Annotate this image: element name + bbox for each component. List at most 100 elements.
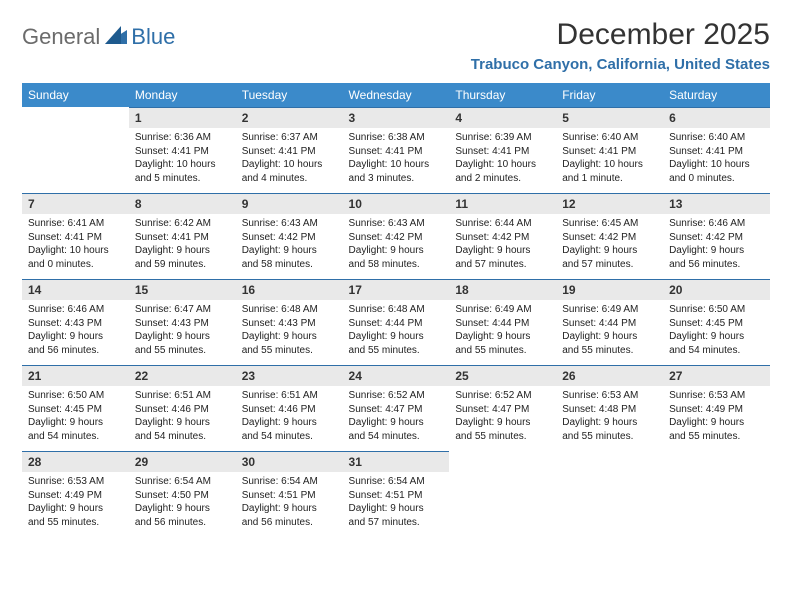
calendar-cell: 31Sunrise: 6:54 AMSunset: 4:51 PMDayligh… (343, 451, 450, 537)
day-body: Sunrise: 6:36 AMSunset: 4:41 PMDaylight:… (129, 128, 236, 189)
day-number: 12 (556, 193, 663, 214)
day-number: 29 (129, 451, 236, 472)
day-daylight2: and 54 minutes. (669, 344, 764, 358)
calendar-week-row: 14Sunrise: 6:46 AMSunset: 4:43 PMDayligh… (22, 279, 770, 365)
day-sunrise: Sunrise: 6:49 AM (455, 303, 550, 317)
day-sunset: Sunset: 4:49 PM (28, 489, 123, 503)
header: General Blue December 2025 Trabuco Canyo… (22, 18, 770, 73)
day-sunset: Sunset: 4:41 PM (562, 145, 657, 159)
day-sunrise: Sunrise: 6:54 AM (349, 475, 444, 489)
day-body: Sunrise: 6:40 AMSunset: 4:41 PMDaylight:… (556, 128, 663, 189)
day-daylight2: and 55 minutes. (562, 344, 657, 358)
day-body: Sunrise: 6:45 AMSunset: 4:42 PMDaylight:… (556, 214, 663, 275)
day-daylight2: and 55 minutes. (669, 430, 764, 444)
calendar-cell: 28Sunrise: 6:53 AMSunset: 4:49 PMDayligh… (22, 451, 129, 537)
day-daylight2: and 55 minutes. (242, 344, 337, 358)
day-body: Sunrise: 6:47 AMSunset: 4:43 PMDaylight:… (129, 300, 236, 361)
calendar-body: 1Sunrise: 6:36 AMSunset: 4:41 PMDaylight… (22, 107, 770, 537)
day-sunset: Sunset: 4:45 PM (28, 403, 123, 417)
day-sunrise: Sunrise: 6:51 AM (135, 389, 230, 403)
day-daylight2: and 55 minutes. (28, 516, 123, 530)
day-sunset: Sunset: 4:43 PM (242, 317, 337, 331)
day-body: Sunrise: 6:44 AMSunset: 4:42 PMDaylight:… (449, 214, 556, 275)
day-daylight2: and 54 minutes. (242, 430, 337, 444)
calendar-cell: 6Sunrise: 6:40 AMSunset: 4:41 PMDaylight… (663, 107, 770, 193)
calendar-table: Sunday Monday Tuesday Wednesday Thursday… (22, 83, 770, 537)
day-header: Thursday (449, 83, 556, 107)
calendar-cell: 16Sunrise: 6:48 AMSunset: 4:43 PMDayligh… (236, 279, 343, 365)
day-sunrise: Sunrise: 6:54 AM (242, 475, 337, 489)
day-daylight2: and 57 minutes. (349, 516, 444, 530)
day-daylight1: Daylight: 10 hours (455, 158, 550, 172)
day-daylight1: Daylight: 9 hours (135, 502, 230, 516)
day-daylight1: Daylight: 10 hours (349, 158, 444, 172)
day-number: 16 (236, 279, 343, 300)
calendar-cell: 11Sunrise: 6:44 AMSunset: 4:42 PMDayligh… (449, 193, 556, 279)
day-sunrise: Sunrise: 6:49 AM (562, 303, 657, 317)
calendar-cell: 7Sunrise: 6:41 AMSunset: 4:41 PMDaylight… (22, 193, 129, 279)
day-number: 19 (556, 279, 663, 300)
day-daylight2: and 57 minutes. (455, 258, 550, 272)
day-daylight1: Daylight: 9 hours (349, 330, 444, 344)
day-header: Tuesday (236, 83, 343, 107)
day-sunrise: Sunrise: 6:42 AM (135, 217, 230, 231)
day-daylight1: Daylight: 9 hours (242, 502, 337, 516)
calendar-cell: 20Sunrise: 6:50 AMSunset: 4:45 PMDayligh… (663, 279, 770, 365)
day-body: Sunrise: 6:42 AMSunset: 4:41 PMDaylight:… (129, 214, 236, 275)
day-sunrise: Sunrise: 6:47 AM (135, 303, 230, 317)
day-sunset: Sunset: 4:42 PM (242, 231, 337, 245)
day-daylight2: and 54 minutes. (349, 430, 444, 444)
day-sunset: Sunset: 4:41 PM (349, 145, 444, 159)
day-daylight1: Daylight: 9 hours (562, 330, 657, 344)
day-daylight1: Daylight: 9 hours (135, 330, 230, 344)
day-daylight1: Daylight: 9 hours (242, 416, 337, 430)
day-header: Wednesday (343, 83, 450, 107)
day-number: 25 (449, 365, 556, 386)
day-body: Sunrise: 6:37 AMSunset: 4:41 PMDaylight:… (236, 128, 343, 189)
day-sunrise: Sunrise: 6:40 AM (669, 131, 764, 145)
day-sunset: Sunset: 4:44 PM (455, 317, 550, 331)
day-number: 1 (129, 107, 236, 128)
day-daylight2: and 55 minutes. (455, 344, 550, 358)
day-body: Sunrise: 6:40 AMSunset: 4:41 PMDaylight:… (663, 128, 770, 189)
day-daylight2: and 5 minutes. (135, 172, 230, 186)
logo-mark-icon (105, 26, 127, 49)
day-daylight2: and 58 minutes. (349, 258, 444, 272)
day-body: Sunrise: 6:48 AMSunset: 4:44 PMDaylight:… (343, 300, 450, 361)
day-number: 26 (556, 365, 663, 386)
calendar-cell: 2Sunrise: 6:37 AMSunset: 4:41 PMDaylight… (236, 107, 343, 193)
day-body: Sunrise: 6:41 AMSunset: 4:41 PMDaylight:… (22, 214, 129, 275)
day-number: 23 (236, 365, 343, 386)
day-body: Sunrise: 6:49 AMSunset: 4:44 PMDaylight:… (449, 300, 556, 361)
day-daylight2: and 59 minutes. (135, 258, 230, 272)
day-daylight2: and 1 minute. (562, 172, 657, 186)
day-daylight2: and 55 minutes. (349, 344, 444, 358)
location-label: Trabuco Canyon, California, United State… (471, 56, 770, 73)
day-number: 3 (343, 107, 450, 128)
day-daylight2: and 0 minutes. (669, 172, 764, 186)
day-daylight2: and 0 minutes. (28, 258, 123, 272)
calendar-cell: 24Sunrise: 6:52 AMSunset: 4:47 PMDayligh… (343, 365, 450, 451)
day-daylight2: and 55 minutes. (135, 344, 230, 358)
day-sunset: Sunset: 4:42 PM (349, 231, 444, 245)
day-daylight1: Daylight: 9 hours (135, 416, 230, 430)
calendar-cell: 18Sunrise: 6:49 AMSunset: 4:44 PMDayligh… (449, 279, 556, 365)
calendar-cell: 15Sunrise: 6:47 AMSunset: 4:43 PMDayligh… (129, 279, 236, 365)
day-body: Sunrise: 6:52 AMSunset: 4:47 PMDaylight:… (449, 386, 556, 447)
day-daylight1: Daylight: 9 hours (349, 502, 444, 516)
day-sunset: Sunset: 4:41 PM (242, 145, 337, 159)
day-sunset: Sunset: 4:43 PM (135, 317, 230, 331)
day-sunset: Sunset: 4:41 PM (135, 231, 230, 245)
day-daylight2: and 4 minutes. (242, 172, 337, 186)
day-daylight1: Daylight: 10 hours (135, 158, 230, 172)
day-sunrise: Sunrise: 6:37 AM (242, 131, 337, 145)
calendar-cell: 9Sunrise: 6:43 AMSunset: 4:42 PMDaylight… (236, 193, 343, 279)
calendar-cell: 13Sunrise: 6:46 AMSunset: 4:42 PMDayligh… (663, 193, 770, 279)
day-body: Sunrise: 6:48 AMSunset: 4:43 PMDaylight:… (236, 300, 343, 361)
day-sunrise: Sunrise: 6:43 AM (242, 217, 337, 231)
day-sunrise: Sunrise: 6:46 AM (669, 217, 764, 231)
day-daylight2: and 55 minutes. (455, 430, 550, 444)
day-sunset: Sunset: 4:49 PM (669, 403, 764, 417)
day-sunset: Sunset: 4:51 PM (349, 489, 444, 503)
calendar-cell (556, 451, 663, 537)
